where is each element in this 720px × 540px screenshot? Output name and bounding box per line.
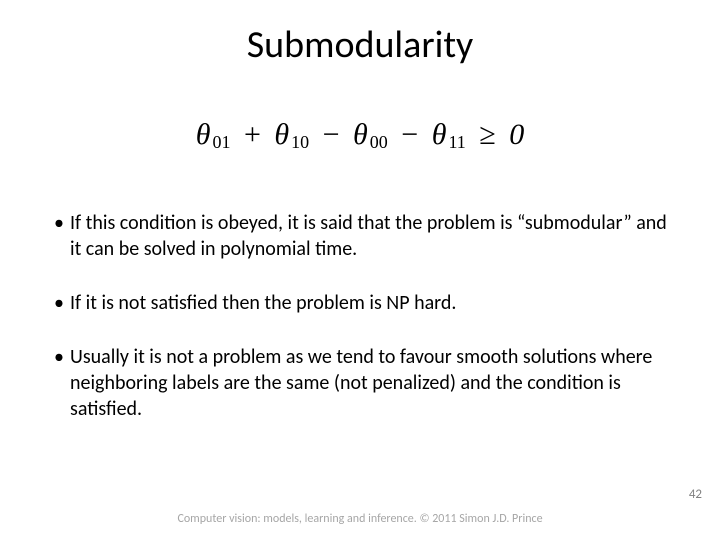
list-item: • If it is not satisfied then the proble… (54, 290, 674, 316)
theta-3: θ (353, 118, 368, 151)
theta-3-sub: 00 (368, 132, 388, 152)
equation: θ01 + θ10 − θ00 − θ11 ≥ 0 (0, 118, 720, 153)
geq-op: ≥ (473, 118, 501, 151)
bullet-text-1: If this condition is obeyed, it is said … (70, 210, 674, 262)
list-item: • If this condition is obeyed, it is sai… (54, 210, 674, 262)
bullet-text-2: If it is not satisfied then the problem … (70, 290, 456, 316)
page-number: 42 (689, 487, 702, 502)
theta-4: θ (432, 118, 447, 151)
theta-4-sub: 11 (446, 132, 465, 152)
slide: Submodularity θ01 + θ10 − θ00 − θ11 ≥ 0 … (0, 0, 720, 540)
theta-2-sub: 10 (289, 132, 309, 152)
bullet-icon: • (54, 290, 70, 316)
rhs-zero: 0 (509, 118, 524, 151)
slide-title: Submodularity (0, 22, 720, 68)
plus-op: + (238, 118, 267, 151)
bullet-list: • If this condition is obeyed, it is sai… (54, 210, 674, 450)
theta-1-sub: 01 (210, 132, 230, 152)
bullet-icon: • (54, 210, 70, 236)
bullet-text-3: Usually it is not a problem as we tend t… (70, 344, 674, 422)
footer-text: Computer vision: models, learning and in… (0, 512, 720, 526)
minus-op-2: − (395, 118, 424, 151)
minus-op-1: − (317, 118, 346, 151)
list-item: • Usually it is not a problem as we tend… (54, 344, 674, 422)
theta-2: θ (274, 118, 289, 151)
bullet-icon: • (54, 344, 70, 370)
theta-1: θ (196, 118, 211, 151)
